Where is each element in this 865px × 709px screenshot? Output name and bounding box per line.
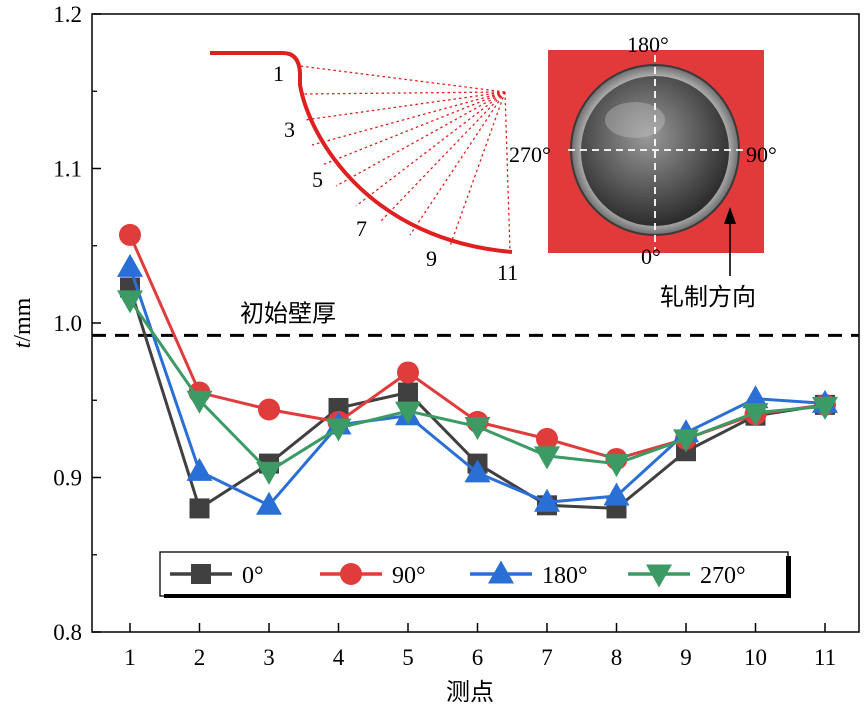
marker-circle (397, 361, 419, 384)
photo-label-0: 0° (641, 244, 661, 269)
legend-label: 0° (242, 563, 264, 589)
x-tick-label: 11 (814, 645, 836, 670)
x-axis: 1 2 3 4 5 6 7 8 9 10 11 (124, 623, 836, 670)
inset-ray (300, 91, 506, 95)
x-tick-label: 10 (744, 645, 767, 670)
x-tick-label: 1 (124, 645, 136, 670)
marker-triangle-down (325, 418, 352, 442)
inset-point-label-1: 1 (273, 61, 284, 86)
marker-square (398, 382, 418, 403)
marker-circle (258, 398, 280, 421)
marker-triangle-down (395, 401, 421, 425)
x-tick-label: 5 (402, 645, 414, 670)
marker-triangle-up (464, 459, 491, 483)
legend-shadow (786, 556, 791, 598)
x-tick-label: 2 (194, 645, 206, 670)
inset-point-label-11: 11 (497, 260, 518, 285)
y-tick-label: 1.0 (53, 311, 82, 336)
inset-ray (335, 91, 506, 187)
y-tick-label: 0.8 (53, 620, 82, 645)
rolling-direction-label: 轧制方向 (660, 283, 756, 311)
legend-shadow-bottom (164, 594, 791, 598)
marker-circle (536, 427, 558, 450)
marker-triangle-up (256, 491, 282, 515)
series-line (128, 298, 826, 474)
marker-square (191, 564, 211, 584)
inset-ray (379, 91, 506, 223)
inset-ray (409, 91, 506, 236)
x-tick-label: 8 (611, 645, 623, 670)
marker-circle (119, 223, 141, 246)
x-tick-label: 4 (333, 645, 345, 670)
inset-ray (304, 91, 506, 121)
inset-photo: 180° 90° 0° 270° (509, 32, 777, 269)
legend-label: 270° (700, 563, 746, 589)
inset-profile-diagram: 1 3 5 7 9 11 (210, 51, 518, 285)
inset-ray (299, 65, 506, 93)
inset-ray (355, 91, 506, 207)
y-axis-label: t/mm (10, 297, 36, 348)
marker-triangle-down (117, 290, 143, 314)
y-tick-label: 0.9 (53, 466, 82, 491)
marker-triangle-down (742, 403, 769, 427)
inset-ray (504, 91, 511, 252)
photo-label-180: 180° (627, 32, 669, 57)
y-axis-label-italic: t (10, 340, 36, 348)
marker-triangle-up (603, 482, 630, 506)
rolling-direction-annotation: 轧制方向 (660, 207, 756, 311)
x-tick-label: 9 (680, 645, 692, 670)
inset-ray (449, 91, 506, 247)
marker-triangle-up (117, 253, 143, 277)
photo-label-270: 270° (509, 142, 551, 167)
legend-items: 0° 90° 180° 270° (170, 560, 746, 589)
reference-line-label: 初始壁厚 (240, 299, 336, 327)
x-axis-label: 测点 (446, 678, 494, 706)
marker-triangle-down (603, 454, 630, 478)
inset-point-label-7: 7 (356, 216, 367, 241)
photo-label-90: 90° (746, 142, 777, 167)
marker-triangle-down (534, 446, 560, 470)
marker-triangle-down (256, 461, 282, 485)
rolling-direction-arrow-head (724, 207, 736, 224)
marker-triangle-up (534, 488, 560, 512)
marker-triangle-up (488, 560, 514, 584)
marker-triangle-down (812, 396, 838, 420)
x-tick-label: 3 (263, 645, 275, 670)
inset-point-label-3: 3 (284, 117, 295, 142)
x-tick-label: 6 (472, 645, 484, 670)
inset-ray (311, 91, 506, 146)
part-highlight (605, 102, 665, 138)
legend: 0° 90° 180° 270° (159, 551, 791, 598)
marker-triangle-down (464, 417, 491, 441)
legend-label: 180° (542, 563, 588, 589)
marker-triangle-up (186, 457, 213, 481)
marker-triangle-down (673, 429, 699, 453)
y-axis-label-unit: /mm (10, 297, 36, 341)
marker-circle (340, 563, 362, 585)
marker-square (189, 498, 210, 519)
x-tick-label: 7 (541, 645, 553, 670)
y-tick-label: 1.2 (53, 2, 82, 27)
y-tick-label: 1.1 (53, 157, 82, 182)
inset-point-label-5: 5 (312, 167, 323, 192)
inset-profile-curve (210, 51, 513, 254)
y-axis: 0.8 0.9 1.0 1.1 1.2 (53, 2, 101, 645)
marker-triangle-down (646, 564, 672, 588)
series-layer (117, 223, 838, 519)
inset-point-label-9: 9 (426, 246, 437, 271)
inset-rays (299, 65, 511, 252)
legend-label: 90° (392, 563, 426, 589)
series-3 (117, 290, 838, 485)
marker-triangle-up (742, 385, 769, 409)
inset-ray (321, 91, 506, 166)
marker-triangle-down (186, 390, 213, 414)
